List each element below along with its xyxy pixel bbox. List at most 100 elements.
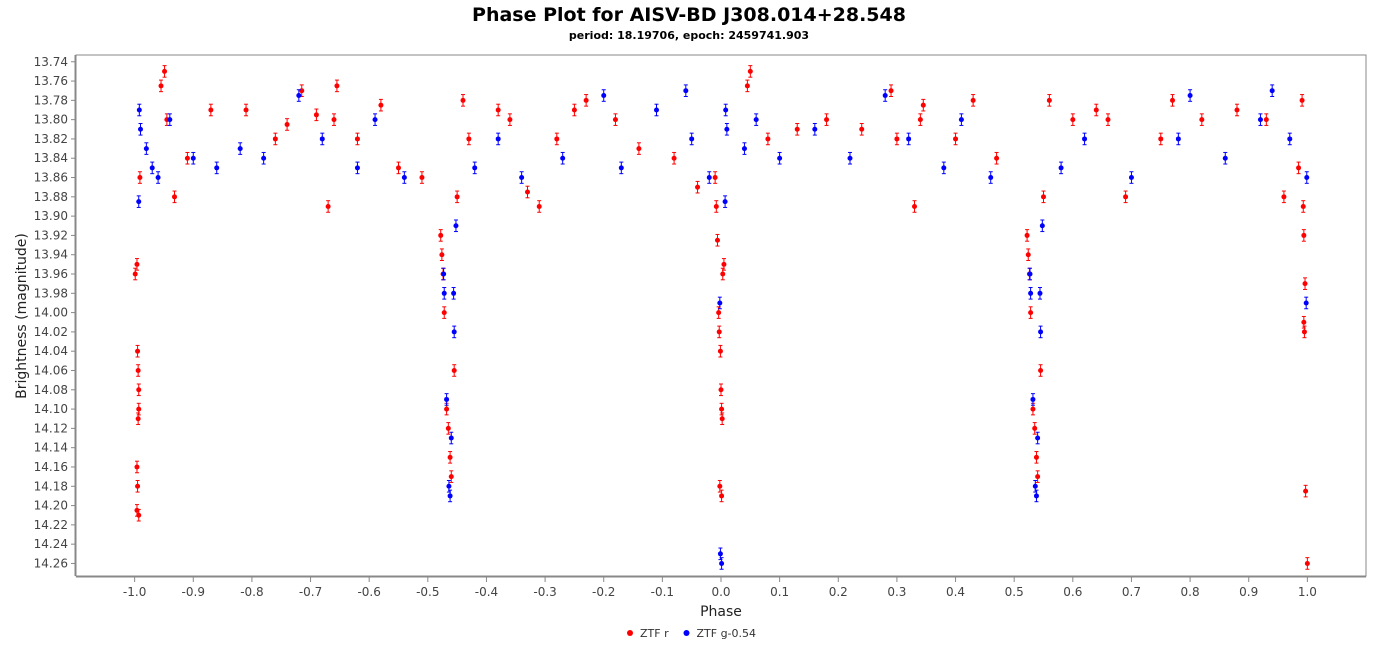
x-tick-label: 0.2 — [829, 585, 848, 599]
data-point — [1123, 190, 1129, 204]
data-point — [970, 94, 976, 107]
data-point — [325, 200, 331, 213]
data-point — [554, 132, 560, 146]
data-point — [446, 479, 452, 493]
data-point — [167, 113, 173, 126]
data-point — [1303, 484, 1309, 498]
data-point — [695, 180, 701, 194]
data-point — [334, 79, 340, 93]
data-point — [601, 89, 607, 102]
data-point — [560, 151, 566, 165]
data-point — [912, 200, 917, 213]
chart-subtitle: period: 18.19706, epoch: 2459741.903 — [569, 29, 809, 42]
data-point — [894, 132, 900, 146]
data-point — [441, 306, 447, 319]
x-tick-label: -0.3 — [533, 585, 556, 599]
data-point — [812, 123, 818, 136]
y-tick-label: 13.86 — [34, 171, 68, 185]
data-point — [447, 451, 453, 464]
data-point — [172, 190, 178, 204]
data-point — [1046, 94, 1052, 107]
data-point — [472, 161, 478, 175]
data-point — [958, 113, 964, 126]
chart-title: Phase Plot for AISV-BD J308.014+28.548 — [472, 4, 906, 26]
data-point — [689, 132, 695, 146]
plot-area — [75, 54, 1367, 577]
data-points — [132, 65, 1310, 570]
y-tick-label: 13.96 — [34, 267, 68, 281]
data-point — [847, 151, 853, 165]
data-point — [1301, 325, 1307, 339]
data-point — [713, 200, 719, 213]
data-point — [1027, 267, 1033, 281]
data-point — [135, 364, 141, 377]
data-point — [1301, 229, 1307, 242]
data-point — [1222, 151, 1228, 165]
data-point — [136, 103, 142, 117]
x-tick-label: -1.0 — [123, 585, 146, 599]
data-point — [136, 508, 142, 522]
data-point — [1287, 132, 1293, 146]
data-point — [354, 132, 360, 146]
data-point — [717, 344, 723, 358]
data-point — [941, 161, 947, 175]
data-point — [1025, 248, 1031, 262]
data-point — [453, 219, 459, 233]
y-tick-label: 13.84 — [34, 151, 68, 165]
data-point — [1263, 113, 1269, 126]
data-point — [396, 161, 401, 175]
y-tick-label: 13.82 — [34, 132, 68, 146]
x-tick-label: -0.7 — [299, 585, 322, 599]
data-point — [1199, 113, 1205, 126]
y-tick-label: 13.94 — [34, 248, 68, 262]
data-point — [272, 132, 278, 146]
data-point — [1030, 393, 1036, 406]
data-point — [583, 94, 589, 107]
data-point — [1035, 470, 1041, 483]
data-point — [536, 200, 542, 213]
data-point — [1039, 219, 1045, 233]
y-tick-label: 14.18 — [34, 479, 68, 493]
x-tick-label: 0.9 — [1239, 585, 1258, 599]
x-tick-label: -0.6 — [357, 585, 380, 599]
x-tick-label: 0.6 — [1063, 585, 1082, 599]
data-point — [466, 132, 472, 146]
data-point — [1281, 190, 1287, 204]
data-point — [888, 84, 894, 97]
data-point — [135, 479, 141, 493]
data-point — [636, 142, 642, 155]
data-point — [243, 103, 249, 117]
y-tick-label: 13.78 — [34, 93, 68, 107]
data-point — [994, 151, 1000, 165]
x-tick-label: 0.4 — [946, 585, 965, 599]
data-point — [618, 161, 624, 175]
data-point — [1038, 364, 1044, 377]
data-point — [495, 132, 501, 146]
data-point — [722, 195, 728, 208]
y-tick-label: 14.06 — [34, 363, 68, 377]
data-point — [519, 171, 525, 184]
data-point — [683, 84, 689, 97]
data-point — [313, 108, 319, 122]
data-point — [134, 460, 140, 474]
legend-label: ZTF r — [640, 627, 669, 640]
data-point — [719, 489, 725, 503]
data-point — [135, 344, 141, 358]
data-point — [1302, 277, 1308, 290]
data-point — [136, 195, 142, 208]
data-point — [319, 132, 325, 146]
x-tick-label: -0.4 — [475, 585, 498, 599]
y-tick-label: 13.80 — [34, 113, 68, 127]
x-tick-label: 0.7 — [1122, 585, 1141, 599]
y-tick-label: 14.08 — [34, 383, 68, 397]
data-point — [1033, 489, 1039, 503]
data-point — [724, 123, 730, 136]
y-axis: 13.74 13.76 13.78 13.80 13.82 13.84 13.86 13.88… — [34, 55, 76, 576]
data-point — [794, 123, 800, 136]
y-tick-label: 13.74 — [34, 55, 68, 69]
data-point — [824, 113, 830, 126]
data-point — [184, 151, 190, 165]
data-point — [135, 412, 141, 426]
data-point — [1296, 161, 1302, 175]
